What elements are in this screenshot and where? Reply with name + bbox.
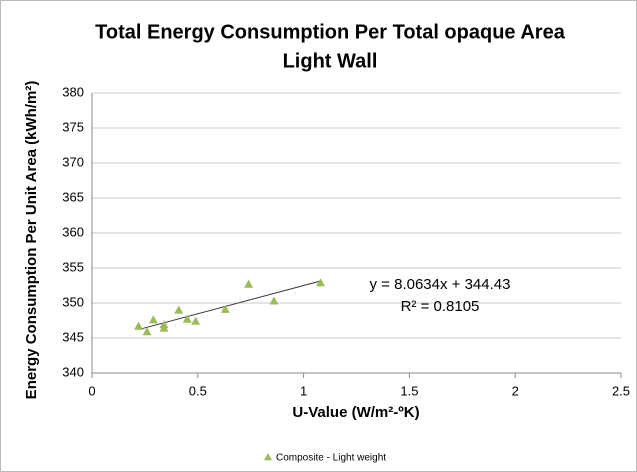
x-tick-label: 0.5 xyxy=(189,383,207,398)
x-tick-label: 2.5 xyxy=(612,383,630,398)
point xyxy=(269,296,279,305)
point xyxy=(142,327,152,336)
point xyxy=(316,278,326,287)
y-tick-label: 360 xyxy=(62,224,84,239)
x-tick-label: 0 xyxy=(88,383,95,398)
x-tick-label: 2 xyxy=(512,383,519,398)
legend-marker xyxy=(264,453,272,461)
point xyxy=(134,321,144,330)
y-tick-label: 365 xyxy=(62,189,84,204)
y-tick-label: 380 xyxy=(62,84,84,99)
y-axis-label: Energy Consumption Per Unit Area (kWh/m²… xyxy=(23,81,40,400)
point xyxy=(220,304,230,313)
x-axis-label: U-Value (W/m²-ºK) xyxy=(292,404,419,421)
legend-label: Composite - Light weight xyxy=(276,453,386,464)
point xyxy=(182,314,192,323)
trendline xyxy=(138,280,321,331)
y-tick-label: 355 xyxy=(62,259,84,274)
point xyxy=(159,323,169,332)
point xyxy=(244,279,254,288)
y-tick-label: 370 xyxy=(62,154,84,169)
chart-subtitle: Light Wall xyxy=(283,50,378,72)
trendline-r2: R² = 0.8105 xyxy=(401,298,480,315)
trendline-equation: y = 8.0634x + 344.43 xyxy=(370,276,511,293)
chart-title: Total Energy Consumption Per Total opaqu… xyxy=(95,21,566,43)
y-tick-label: 375 xyxy=(62,119,84,134)
point xyxy=(191,316,201,325)
point xyxy=(174,305,184,314)
point xyxy=(148,315,158,324)
y-tick-label: 345 xyxy=(62,329,84,344)
x-tick-label: 1 xyxy=(300,383,307,398)
y-tick-label: 350 xyxy=(62,294,84,309)
x-tick-label: 1.5 xyxy=(400,383,418,398)
y-tick-label: 340 xyxy=(62,364,84,379)
